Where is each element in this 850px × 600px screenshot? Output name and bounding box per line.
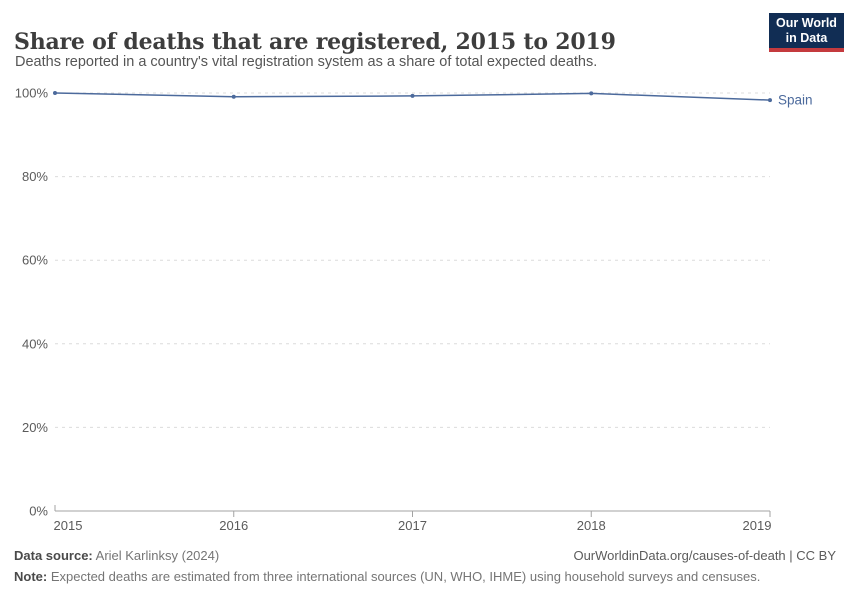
data-point <box>768 98 772 103</box>
x-tick-label: 2016 <box>219 518 248 533</box>
page-title: Share of deaths that are registered, 201… <box>14 28 616 55</box>
data-source-value: Ariel Karlinksy (2024) <box>92 548 220 563</box>
x-tick-label: 2015 <box>54 518 83 533</box>
owid-logo[interactable]: Our World in Data <box>769 13 844 52</box>
x-tick-label: 2018 <box>577 518 606 533</box>
y-tick-label: 0% <box>29 504 48 519</box>
chart-note: Note: Expected deaths are estimated from… <box>14 569 760 584</box>
y-tick-label: 80% <box>22 169 48 184</box>
owid-logo-line1: Our World <box>776 15 837 30</box>
y-tick-label: 60% <box>22 253 48 268</box>
note-label: Note: <box>14 569 48 584</box>
owid-logo-line2: in Data <box>785 30 828 45</box>
x-tick-label: 2019 <box>743 518 772 533</box>
data-point <box>589 91 594 96</box>
data-source: Data source: Ariel Karlinksy (2024) <box>14 548 219 563</box>
entity-label-spain[interactable]: Spain <box>778 93 813 108</box>
chart-subtitle: Deaths reported in a country's vital reg… <box>15 54 598 70</box>
line-chart: 0% 20% 40% 60% 80% 100% 2015 2016 2017 2018 2019 Sp… <box>15 86 813 534</box>
data-point <box>53 91 57 95</box>
data-source-label: Data source: <box>14 548 93 563</box>
data-point <box>410 93 415 98</box>
y-tick-label: 20% <box>22 420 48 435</box>
attribution-link[interactable]: OurWorldinData.org/causes-of-death | CC … <box>573 548 836 563</box>
note-value: Expected deaths are estimated from three… <box>47 569 761 584</box>
x-tick-label: 2017 <box>398 518 427 533</box>
y-tick-label: 100% <box>15 86 49 101</box>
data-point <box>231 94 236 99</box>
y-tick-label: 40% <box>22 336 48 351</box>
